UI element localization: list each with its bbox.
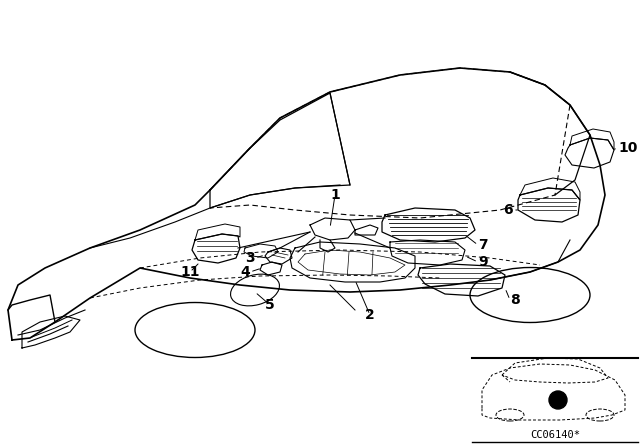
Text: 11: 11 xyxy=(180,265,200,279)
Text: 10: 10 xyxy=(618,141,637,155)
Text: 6: 6 xyxy=(504,203,513,217)
Text: 4: 4 xyxy=(240,265,250,279)
Text: 7: 7 xyxy=(478,238,488,252)
Text: 5: 5 xyxy=(265,298,275,312)
Text: 3: 3 xyxy=(245,251,255,265)
Text: 1: 1 xyxy=(330,188,340,202)
Text: CC06140*: CC06140* xyxy=(530,430,580,440)
Text: 9: 9 xyxy=(478,255,488,269)
Text: 2: 2 xyxy=(365,308,375,322)
Circle shape xyxy=(549,391,567,409)
Text: 8: 8 xyxy=(510,293,520,307)
